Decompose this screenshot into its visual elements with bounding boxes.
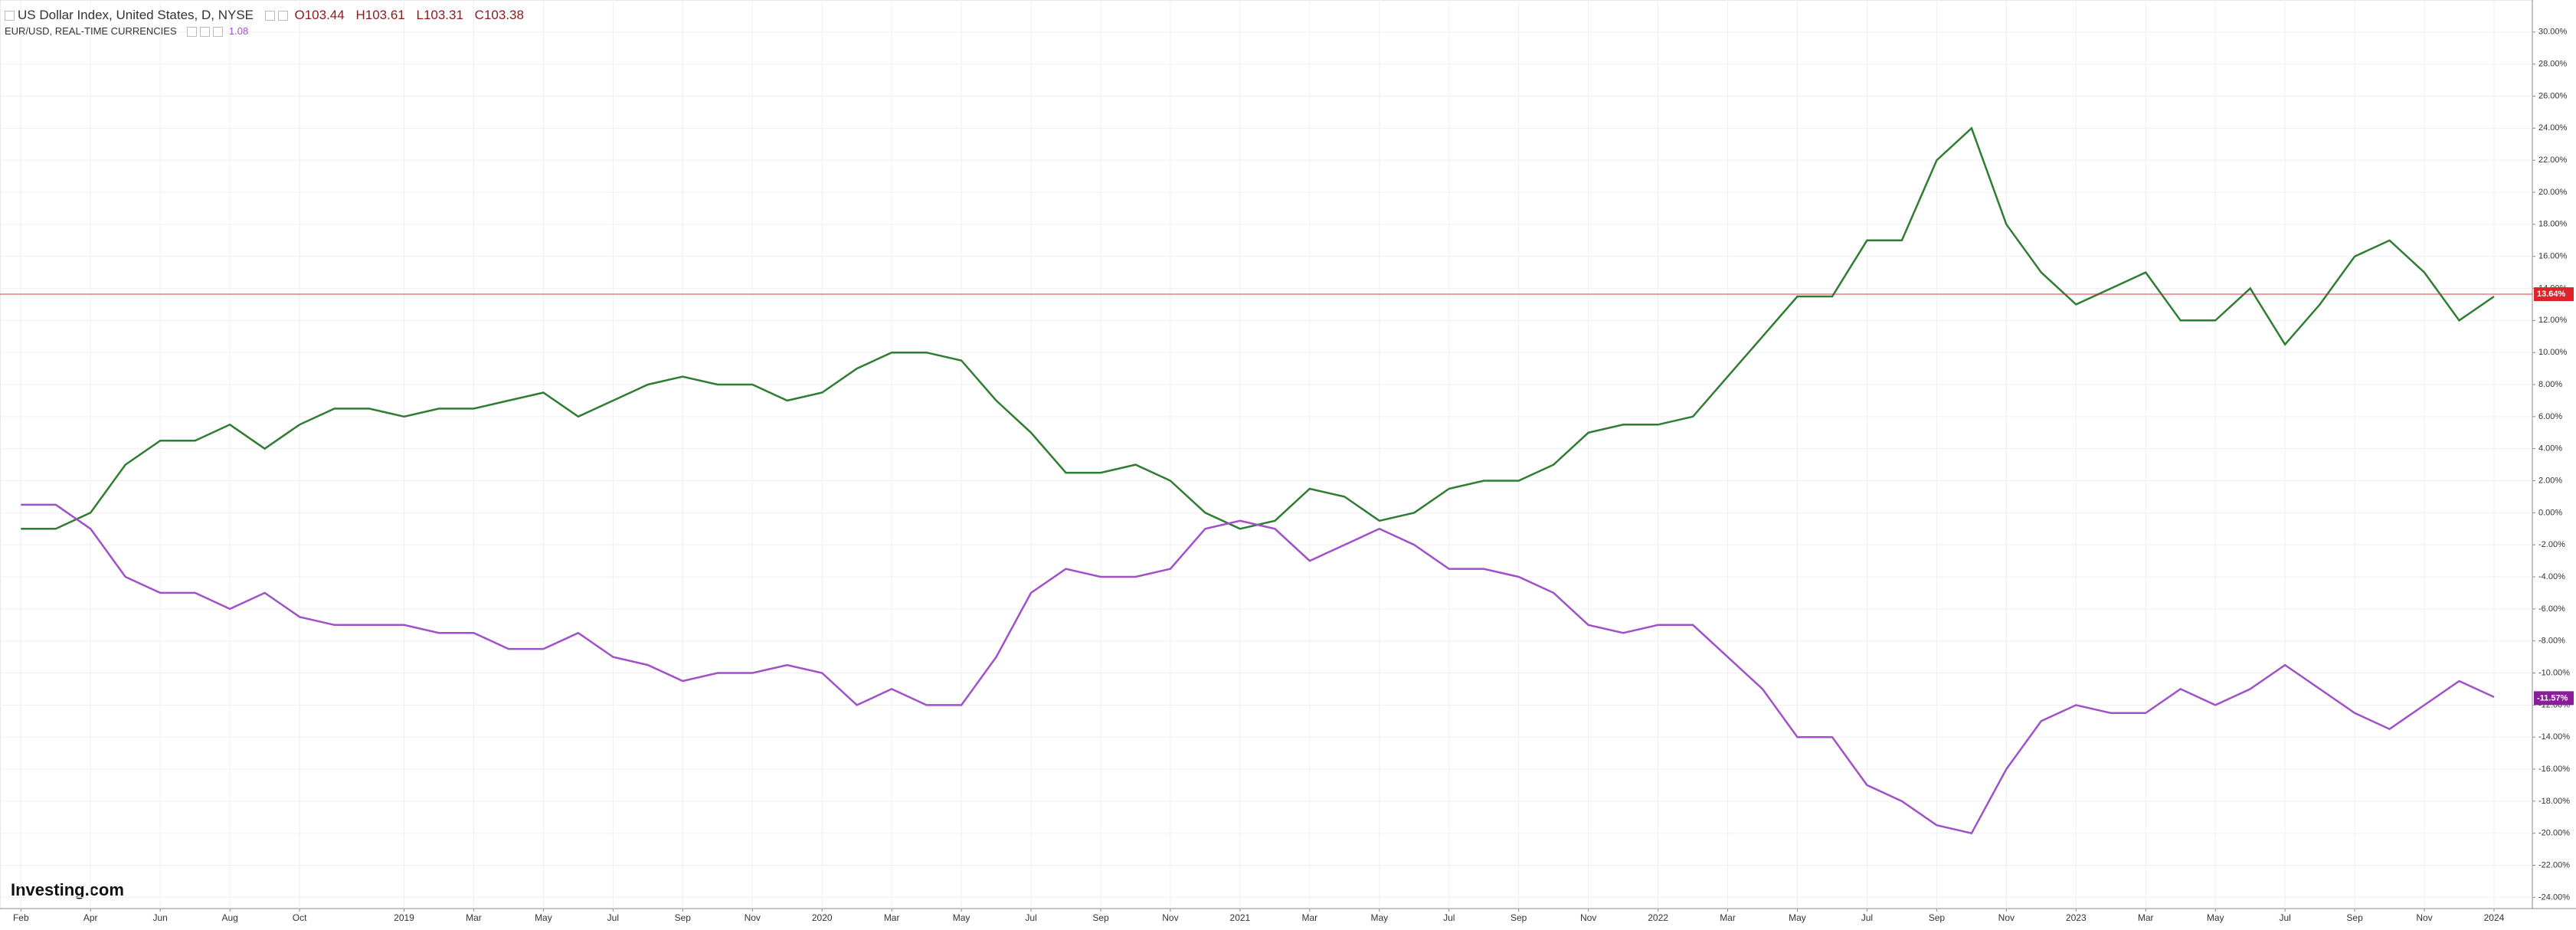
- x-tick-label: Nov: [1580, 912, 1596, 923]
- symbol-header: US Dollar Index, United States, D, NYSE …: [5, 8, 532, 23]
- x-tick-label: 2020: [812, 912, 833, 923]
- x-tick-label: Jun: [153, 912, 168, 923]
- x-tick-label: Feb: [13, 912, 29, 923]
- y-tick-label: -10.00%: [2538, 668, 2570, 677]
- x-tick-label: Sep: [2346, 912, 2363, 923]
- x-tick-label: Mar: [1302, 912, 1318, 923]
- last-value-label: -11.57%: [2537, 693, 2568, 702]
- y-tick-label: -8.00%: [2538, 637, 2565, 646]
- open: O103.44: [294, 8, 345, 22]
- x-tick-label: Jul: [2279, 912, 2290, 923]
- close: C103.38: [474, 8, 524, 22]
- x-tick-label: May: [953, 912, 971, 923]
- x-tick-label: Sep: [1511, 912, 1527, 923]
- y-tick-label: 28.00%: [2538, 60, 2568, 69]
- x-tick-label: 2022: [1648, 912, 1668, 923]
- y-tick-label: 20.00%: [2538, 188, 2568, 197]
- x-tick-label: May: [1789, 912, 1806, 923]
- y-tick-label: 10.00%: [2538, 348, 2568, 357]
- y-tick-label: -14.00%: [2538, 732, 2570, 742]
- y-tick-label: -22.00%: [2538, 860, 2570, 869]
- x-tick-label: Mar: [884, 912, 900, 923]
- last-value-label: 13.64%: [2537, 290, 2566, 299]
- y-tick-label: 8.00%: [2538, 380, 2562, 389]
- x-tick-label: Sep: [1092, 912, 1109, 923]
- y-tick-label: 30.00%: [2538, 28, 2568, 37]
- symbol: US Dollar Index, United States, D, NYSE: [18, 8, 254, 22]
- compare-header: EUR/USD, REAL-TIME CURRENCIES 1.08: [5, 25, 256, 38]
- x-tick-label: Jul: [1861, 912, 1873, 923]
- plot-area: [0, 0, 2533, 909]
- x-tick-label: May: [535, 912, 552, 923]
- x-tick-label: Apr: [83, 912, 98, 923]
- y-tick-label: 16.00%: [2538, 252, 2568, 261]
- y-tick-label: 24.00%: [2538, 123, 2568, 133]
- x-tick-label: Nov: [2416, 912, 2432, 923]
- x-tick-label: Sep: [1929, 912, 1946, 923]
- x-tick-label: Mar: [1720, 912, 1736, 923]
- x-tick-label: Nov: [1998, 912, 2015, 923]
- y-tick-label: 26.00%: [2538, 91, 2568, 100]
- compare-symbol: EUR/USD, REAL-TIME CURRENCIES: [5, 25, 177, 37]
- y-tick-label: -16.00%: [2538, 765, 2570, 774]
- y-tick-label: -4.00%: [2538, 572, 2565, 581]
- x-tick-label: Aug: [221, 912, 237, 923]
- y-tick-label: 2.00%: [2538, 476, 2562, 485]
- x-tick-label: Mar: [466, 912, 482, 923]
- y-tick-label: 12.00%: [2538, 316, 2568, 325]
- x-tick-label: May: [1370, 912, 1388, 923]
- low: L103.31: [416, 8, 463, 22]
- x-tick-label: Jul: [607, 912, 619, 923]
- y-tick-label: -20.00%: [2538, 829, 2570, 838]
- x-tick-label: 2021: [1230, 912, 1251, 923]
- y-tick-label: 18.00%: [2538, 220, 2568, 229]
- x-tick-label: Nov: [745, 912, 761, 923]
- last-value-badge: [2534, 287, 2574, 302]
- y-tick-label: -6.00%: [2538, 604, 2565, 614]
- x-tick-label: Jul: [1443, 912, 1455, 923]
- x-tick-label: Sep: [675, 912, 692, 923]
- x-tick-label: May: [2207, 912, 2224, 923]
- y-tick-label: 4.00%: [2538, 444, 2562, 454]
- logo: Investing.com: [11, 880, 124, 899]
- x-tick-label: Nov: [1162, 912, 1178, 923]
- x-tick-label: Jul: [1025, 912, 1036, 923]
- series-line: [21, 503, 2495, 835]
- y-tick-label: -18.00%: [2538, 797, 2570, 806]
- x-tick-label: Oct: [293, 912, 307, 923]
- last-value-badge: [2534, 691, 2574, 706]
- x-tick-label: 2024: [2484, 912, 2505, 923]
- x-tick-label: 2019: [394, 912, 414, 923]
- y-tick-label: 0.00%: [2538, 508, 2562, 517]
- x-tick-label: Mar: [2138, 912, 2154, 923]
- y-tick-label: -2.00%: [2538, 540, 2565, 549]
- compare-value: 1.08: [228, 25, 249, 37]
- high: H103.61: [355, 8, 405, 22]
- x-tick-label: 2023: [2066, 912, 2087, 923]
- y-tick-label: 6.00%: [2538, 412, 2562, 421]
- y-tick-label: 22.00%: [2538, 156, 2568, 165]
- y-tick-label: -24.00%: [2538, 892, 2570, 902]
